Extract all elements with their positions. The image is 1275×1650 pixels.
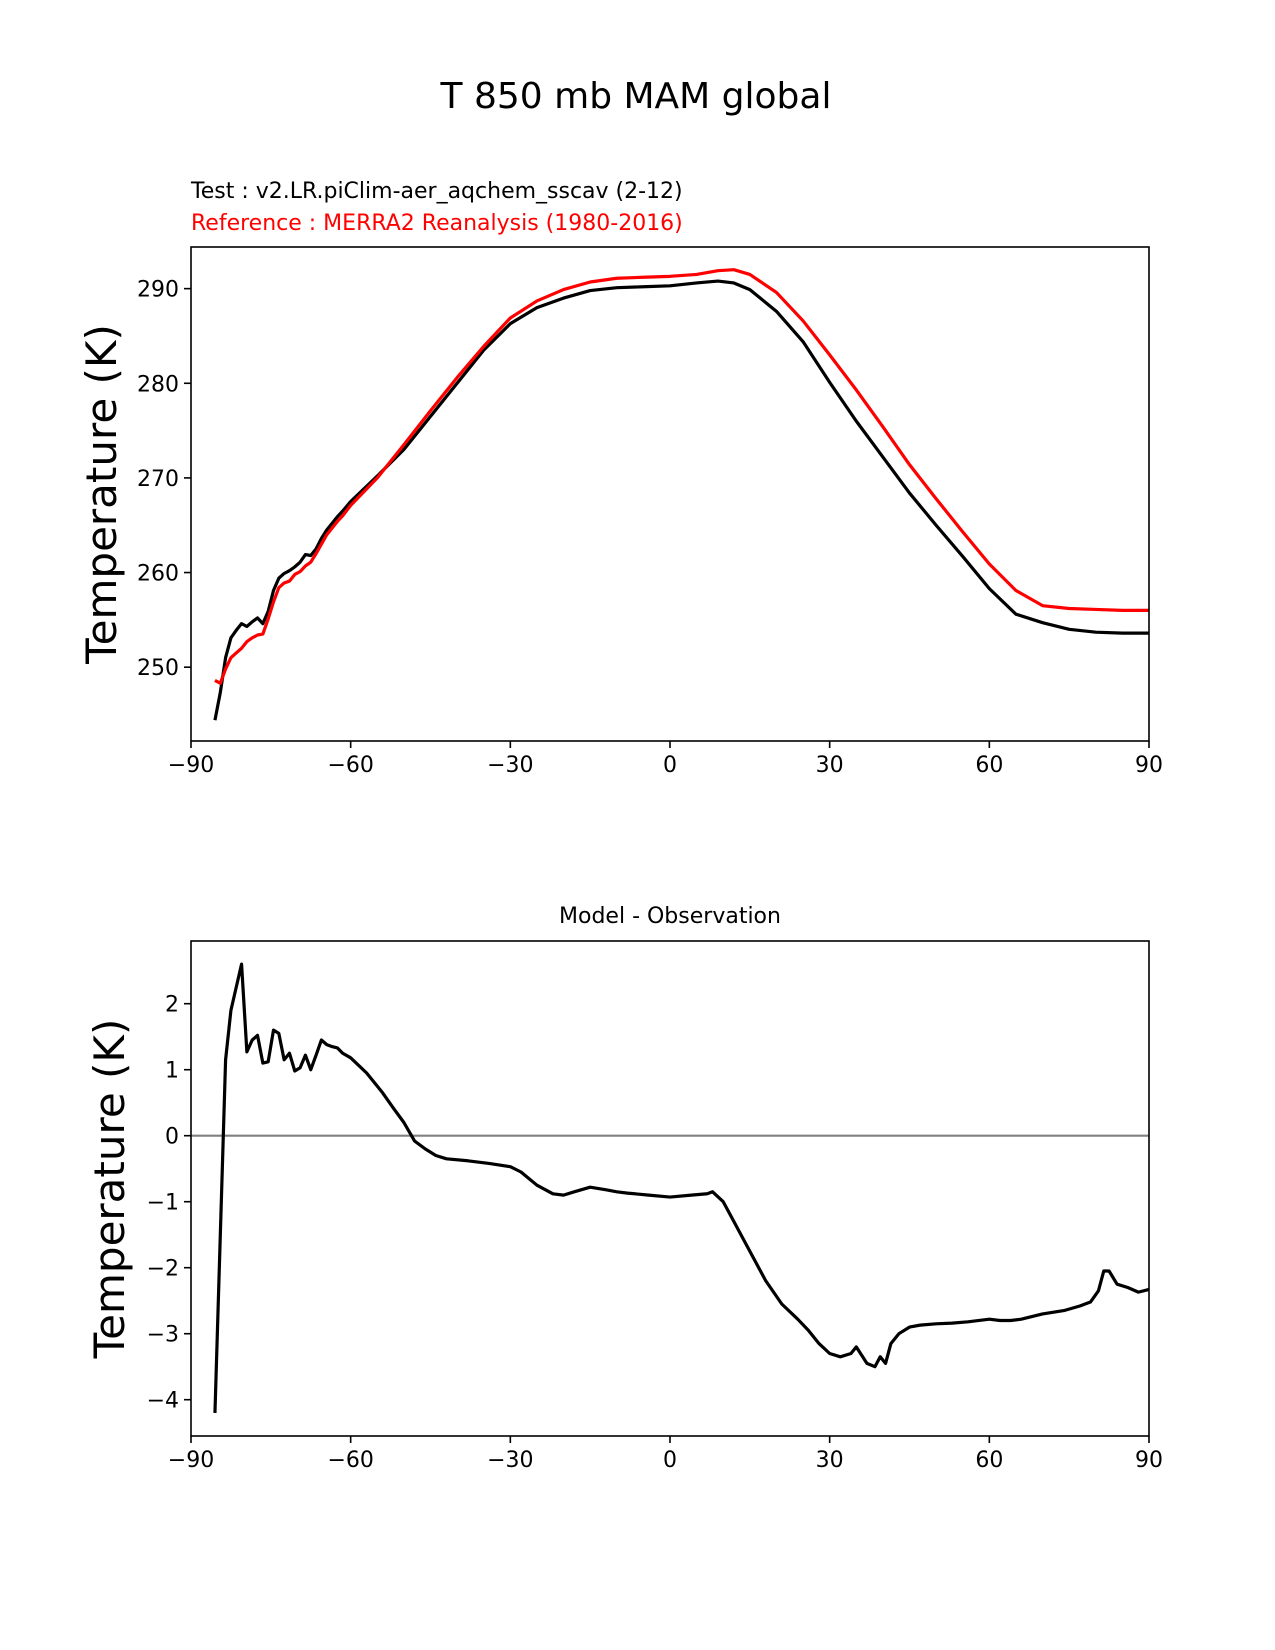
x-tick-label: −90: [168, 753, 214, 778]
top-chart: −90 −60 −30 0 30 60 90 250 260 270 280 290 Temperatu…: [77, 246, 1163, 778]
y-tick-label: 280: [137, 372, 179, 397]
y-tick-label: −3: [147, 1323, 179, 1348]
y-tick-label: −4: [147, 1389, 179, 1414]
y-tick-label: 270: [137, 467, 179, 492]
y-tick-label: 260: [137, 562, 179, 587]
y-tick-label: 2: [165, 993, 179, 1018]
x-tick-label: 90: [1135, 1448, 1163, 1473]
series-line-model-observation: [213, 962, 1150, 1413]
y-axis-label: Temperature (K): [85, 1019, 134, 1360]
x-tick-label: 0: [663, 1448, 677, 1473]
x-tick-label: −90: [168, 1448, 214, 1473]
x-tick-label: −60: [327, 753, 373, 778]
series-line-reference: [214, 268, 1149, 685]
figure-title: T 850 mb MAM global: [440, 76, 832, 117]
plot-frame: [190, 246, 1150, 742]
x-tick-label: −60: [327, 1448, 373, 1473]
series-line-test: [213, 279, 1149, 721]
x-tick-label: 30: [816, 1448, 844, 1473]
diff-chart-title: Model - Observation: [559, 904, 781, 929]
y-tick-label: −2: [147, 1257, 179, 1282]
y-tick-label: 1: [165, 1059, 179, 1084]
y-axis-label: Temperature (K): [77, 324, 126, 665]
test-label: Test : v2.LR.piClim-aer_aqchem_sscav (2-…: [190, 179, 683, 204]
diff-chart: −90 −60 −30 0 30 60 90 −4 −3 −2 −1 0 1 2 Temperature (…: [85, 940, 1163, 1473]
y-tick-label: −1: [147, 1191, 179, 1216]
reference-label: Reference : MERRA2 Reanalysis (1980-2016…: [191, 211, 683, 236]
x-tick-label: 60: [975, 753, 1003, 778]
x-tick-label: −30: [487, 753, 533, 778]
x-tick-label: 30: [816, 753, 844, 778]
y-tick-label: 0: [165, 1125, 179, 1150]
plot-frame: [190, 940, 1150, 1437]
x-tick-label: 60: [975, 1448, 1003, 1473]
y-tick-label: 250: [137, 656, 179, 681]
x-tick-label: 0: [663, 753, 677, 778]
x-tick-label: −30: [487, 1448, 533, 1473]
x-tick-label: 90: [1135, 753, 1163, 778]
y-tick-label: 290: [137, 278, 179, 303]
